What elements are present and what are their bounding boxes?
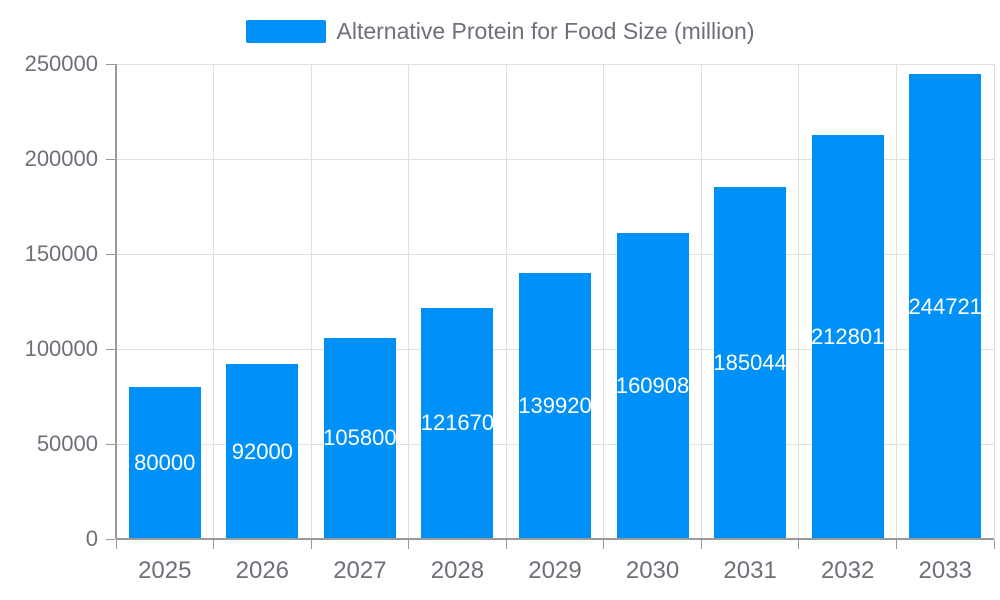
x-axis-tick: [798, 540, 800, 549]
bar-value-label: 92000: [231, 438, 293, 464]
bar-value-label: 185044: [713, 350, 787, 376]
y-axis-label: 200000: [24, 146, 98, 171]
x-gridline: [505, 64, 507, 539]
x-gridline: [408, 64, 410, 539]
bar-2029[interactable]: 139920: [518, 273, 592, 539]
x-gridline: [993, 64, 995, 539]
bar-value-label: 80000: [134, 450, 196, 475]
x-axis-label: 2030: [625, 557, 680, 584]
x-gridline: [310, 64, 312, 539]
x-axis-tick: [505, 540, 507, 549]
y-axis-tick: [106, 348, 115, 350]
y-axis-tick: [106, 63, 115, 65]
x-gridline: [603, 64, 605, 539]
x-axis-label: 2032: [820, 557, 875, 584]
y-axis-tick: [106, 158, 115, 160]
plot-area: 80000 92000 105800 121670 139920 160908 185044…: [25, 52, 995, 584]
x-axis-label: 2025: [138, 557, 192, 584]
y-gridline: [116, 63, 994, 65]
bar-value-label: 212801: [810, 323, 885, 349]
y-gridline: [116, 158, 994, 160]
x-axis-tick: [700, 540, 702, 549]
x-axis-label: 2028: [430, 557, 485, 584]
x-gridline: [700, 64, 702, 539]
x-axis-tick: [310, 540, 312, 549]
y-axis-label: 100000: [24, 336, 98, 361]
legend-item[interactable]: Alternative Protein for Food Size (milli…: [0, 18, 1000, 44]
x-axis-tick: [895, 540, 897, 549]
legend-label: Alternative Protein for Food Size (milli…: [336, 18, 755, 44]
y-axis-line: [115, 64, 117, 539]
y-gridline: [116, 253, 994, 255]
bar-2026[interactable]: 92000: [226, 364, 299, 539]
y-axis-label: 0: [85, 526, 98, 551]
x-axis-label: 2027: [333, 557, 387, 584]
bar-value-label: 160908: [615, 373, 690, 399]
x-axis-label: 2031: [723, 557, 777, 584]
x-axis-tick: [115, 540, 117, 549]
x-axis-tick: [993, 540, 995, 549]
y-axis-label: 250000: [24, 51, 98, 76]
bar-2030[interactable]: 160908: [615, 233, 690, 539]
y-axis-tick: [106, 538, 115, 540]
x-axis-label: 2026: [235, 557, 290, 584]
x-axis-tick: [603, 540, 605, 549]
bar-2028[interactable]: 121670: [420, 307, 495, 539]
y-axis-label: 50000: [36, 431, 98, 456]
x-axis-label: 2033: [918, 557, 972, 584]
x-gridline: [895, 64, 897, 539]
bar-2033[interactable]: 244721: [908, 74, 982, 539]
bar-2025[interactable]: 80000: [128, 387, 201, 539]
x-axis-tick: [408, 540, 410, 549]
y-axis-label: 150000: [24, 241, 98, 266]
y-axis-tick: [106, 443, 115, 445]
x-gridline: [213, 64, 215, 539]
bar-2031[interactable]: 185044: [713, 187, 787, 539]
bar-2032[interactable]: 212801: [810, 134, 885, 539]
x-axis-label: 2029: [528, 557, 582, 584]
bar-value-label: 139920: [518, 393, 592, 419]
bar-value-label: 105800: [323, 425, 397, 451]
bar-value-label: 244721: [908, 293, 982, 319]
x-gridline: [798, 64, 800, 539]
legend-swatch-icon: [245, 19, 326, 43]
bar-2027[interactable]: 105800: [323, 337, 397, 539]
y-axis-tick: [106, 253, 115, 255]
x-axis-tick: [213, 540, 215, 549]
x-axis-line: [116, 538, 994, 540]
bar-value-label: 121670: [420, 410, 495, 436]
